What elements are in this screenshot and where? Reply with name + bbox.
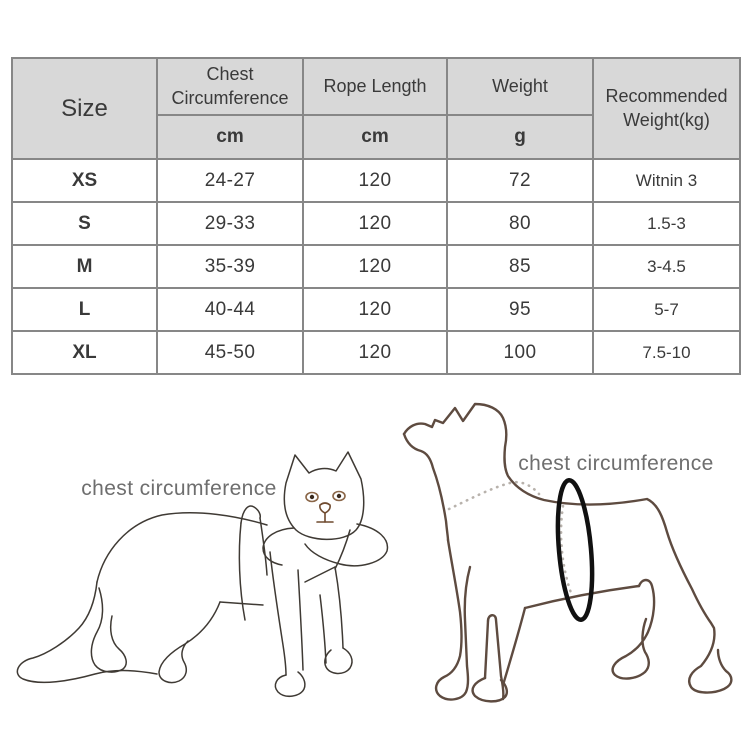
cell-weight: 100 (446, 330, 594, 375)
cat-chest-line (334, 529, 351, 570)
cell-recommended: 3-4.5 (592, 244, 741, 289)
table-row-xl: XL 45-50 120 100 7.5-10 (11, 330, 741, 375)
header-weight: Weight (446, 57, 594, 116)
dog-chest-measure-ring (555, 478, 595, 622)
dog-chest-circumference-label: chest circumference (518, 452, 714, 475)
dog-dotted-neck-line (447, 480, 541, 511)
cat-front-leg-far-inner-edge (319, 594, 327, 664)
cell-size: XL (11, 330, 158, 375)
cat-front-leg-near (269, 551, 287, 676)
table-header-row: Size Chest Circumference Rope Length Wei… (11, 57, 741, 160)
cat-back (96, 512, 268, 583)
dog-head-back-hindleg (402, 402, 733, 694)
cell-weight: 95 (446, 287, 594, 332)
cat-nose-mouth (316, 502, 334, 523)
cat-belly-line (219, 601, 264, 606)
header-recommended-weight: Recommended Weight(kg) (592, 57, 741, 160)
cat-tail (16, 581, 158, 684)
dog-jaw-chest (402, 432, 450, 542)
table-row-m: M 35-39 120 85 3-4.5 (11, 244, 741, 289)
cell-recommended: 7.5-10 (592, 330, 741, 375)
cat-ruff-left (262, 527, 295, 566)
header-chest-circumference: Chest Circumference (156, 57, 304, 116)
cell-weight: 80 (446, 201, 594, 246)
dog-front-leg-far (486, 614, 505, 701)
cell-rope: 120 (302, 287, 448, 332)
dog-brisket-line (501, 606, 527, 687)
cat-eyes (305, 490, 346, 503)
cell-rope: 120 (302, 330, 448, 375)
header-rope-length: Rope Length (302, 57, 448, 116)
cell-recommended: 1.5-3 (592, 201, 741, 246)
cell-size: L (11, 287, 158, 332)
cat-front-paw-far (324, 647, 353, 675)
cell-size: S (11, 201, 158, 246)
dog-dotted-chest-line (559, 504, 573, 595)
cat-face (283, 451, 365, 541)
cat-eye-right (332, 490, 346, 502)
dog-front-leg-near (434, 538, 472, 701)
table-row-l: L 40-44 120 95 5-7 (11, 287, 741, 332)
cat-hind-leg-far (90, 587, 127, 673)
cell-recommended: Witnin 3 (592, 158, 741, 203)
dog-harness-guides (447, 478, 595, 622)
unit-rope-cm: cm (302, 114, 448, 160)
cell-rope: 120 (302, 158, 448, 203)
cell-rope: 120 (302, 201, 448, 246)
cat-harness-top-loop (240, 505, 261, 524)
cat-chest-circumference-label: chest circumference (81, 477, 277, 500)
dog-outline (402, 402, 733, 703)
cat-harness-strap-back (259, 517, 268, 576)
cat-pupil-left (309, 494, 315, 500)
cat-ruff-right (304, 523, 389, 567)
cat-shoulder-line (304, 566, 336, 583)
cat-hind-leg-near (158, 601, 221, 684)
dog-drawing (402, 402, 733, 703)
table-row-s: S 29-33 120 80 1.5-3 (11, 201, 741, 246)
unit-weight-g: g (446, 114, 594, 160)
cell-weight: 72 (446, 158, 594, 203)
header-size: Size (11, 57, 158, 160)
cell-size: XS (11, 158, 158, 203)
cat-outline (16, 451, 389, 697)
cell-chest: 45-50 (156, 330, 304, 375)
cat-front-leg-near-back-edge (297, 569, 304, 671)
cell-size: M (11, 244, 158, 289)
dog-front-paw-far (471, 676, 509, 703)
cat-front-leg-far (334, 566, 344, 649)
table-row-xs: XS 24-27 120 72 Witnin 3 (11, 158, 741, 203)
cell-chest: 24-27 (156, 158, 304, 203)
cat-pupil-right (336, 493, 342, 499)
cell-rope: 120 (302, 244, 448, 289)
dog-front-leg-far-edge (483, 619, 490, 680)
unit-chest-cm: cm (156, 114, 304, 160)
cell-chest: 35-39 (156, 244, 304, 289)
cat-nose (319, 502, 331, 514)
cat-eye-left (305, 491, 319, 503)
cell-chest: 40-44 (156, 287, 304, 332)
cell-chest: 29-33 (156, 201, 304, 246)
size-table: Size Chest Circumference Rope Length Wei… (11, 57, 741, 375)
dog-hind-leg-near (611, 578, 656, 680)
cat-harness-strap-front (238, 522, 246, 621)
cat-drawing (16, 451, 389, 697)
table-units-row: cm cm g (12, 114, 740, 160)
cell-recommended: 5-7 (592, 287, 741, 332)
cat-front-paw-near (274, 671, 306, 697)
cell-weight: 85 (446, 244, 594, 289)
dog-belly-line (523, 584, 641, 610)
